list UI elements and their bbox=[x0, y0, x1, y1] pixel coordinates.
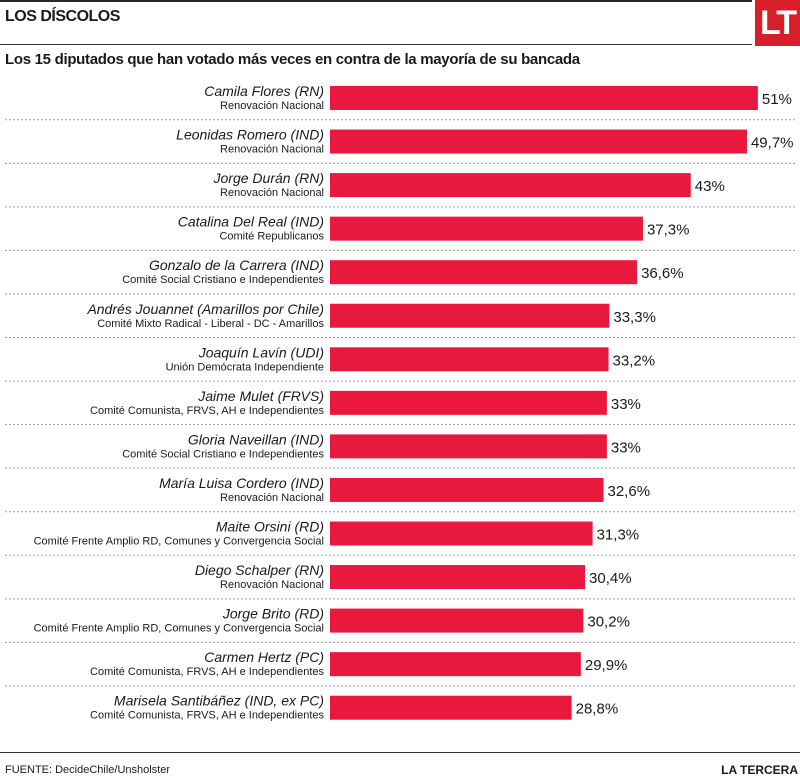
value-label: 43% bbox=[695, 178, 725, 195]
value-label: 51% bbox=[762, 91, 792, 108]
bench-label: Comité Comunista, FRVS, AH e Independien… bbox=[90, 405, 324, 417]
bar bbox=[330, 86, 758, 110]
value-label: 33,2% bbox=[613, 352, 656, 369]
deputy-name-label: Gloria Naveillan (IND) bbox=[188, 431, 324, 447]
bar-row: Gloria Naveillan (IND)Comité Social Cris… bbox=[5, 431, 795, 469]
bar bbox=[330, 173, 691, 198]
bench-label: Comité Social Cristiano e Independientes bbox=[122, 274, 324, 286]
chart-title: Los 15 diputados que han votado más vece… bbox=[5, 51, 580, 68]
deputy-name-label: Jorge Brito (RD) bbox=[222, 606, 324, 622]
brand-footer: LA TERCERA bbox=[721, 763, 798, 777]
value-label: 31,3% bbox=[597, 527, 640, 544]
bar-row: Marisela Santibáñez (IND, ex PC)Comité C… bbox=[90, 693, 618, 722]
value-label: 49,7% bbox=[751, 135, 794, 152]
value-label: 33% bbox=[611, 396, 641, 413]
deputy-name-label: Camila Flores (RN) bbox=[204, 83, 324, 99]
bar bbox=[330, 695, 572, 720]
deputy-name-label: Maite Orsini (RD) bbox=[216, 519, 324, 535]
value-label: 30,4% bbox=[589, 570, 632, 587]
bar-row: Joaquín Lavín (UDI)Unión Demócrata Indep… bbox=[5, 344, 795, 382]
bench-label: Comité Social Cristiano e Independientes bbox=[122, 448, 324, 460]
deputy-name-label: Gonzalo de la Carrera (IND) bbox=[149, 257, 324, 273]
deputy-name-label: Marisela Santibáñez (IND, ex PC) bbox=[114, 693, 324, 709]
deputy-name-label: Jorge Durán (RN) bbox=[213, 170, 324, 186]
bench-label: Unión Demócrata Independiente bbox=[166, 361, 324, 373]
bar-row: Leonidas Romero (IND)Renovación Nacional… bbox=[5, 127, 795, 164]
deputy-name-label: Diego Schalper (RN) bbox=[195, 562, 324, 578]
value-label: 29,9% bbox=[585, 657, 628, 674]
bar bbox=[330, 390, 607, 415]
value-label: 33% bbox=[611, 439, 641, 456]
bar bbox=[330, 477, 604, 502]
bar bbox=[330, 521, 593, 546]
bar bbox=[330, 434, 607, 459]
bench-label: Renovación Nacional bbox=[220, 579, 324, 591]
bar bbox=[330, 216, 643, 241]
bar bbox=[330, 347, 609, 372]
la-tercera-logo: LT bbox=[755, 0, 800, 46]
bench-label: Comité Frente Amplio RD, Comunes y Conve… bbox=[34, 623, 324, 635]
bench-label: Comité Comunista, FRVS, AH e Independien… bbox=[90, 710, 324, 722]
bench-label: Renovación Nacional bbox=[220, 492, 324, 504]
deputy-name-label: Leonidas Romero (IND) bbox=[176, 127, 324, 143]
value-label: 33,3% bbox=[613, 309, 656, 326]
deputy-name-label: Catalina Del Real (IND) bbox=[178, 214, 324, 230]
bench-label: Renovación Nacional bbox=[220, 187, 324, 199]
value-label: 32,6% bbox=[608, 483, 651, 500]
section-title: LOS DÍSCOLOS bbox=[5, 8, 120, 25]
bench-label: Renovación Nacional bbox=[220, 144, 324, 156]
deputy-name-label: María Luisa Cordero (IND) bbox=[159, 475, 324, 491]
bar-row: Jorge Durán (RN)Renovación Nacional 43% bbox=[5, 170, 795, 208]
bar bbox=[330, 260, 638, 285]
bar-row: Jaime Mulet (FRVS)Comité Comunista, FRVS… bbox=[5, 388, 795, 426]
value-label: 37,3% bbox=[647, 222, 690, 239]
bar-row: Andrés Jouannet (Amarillos por Chile)Com… bbox=[5, 301, 795, 339]
bar-row: Catalina Del Real (IND)Comité Republican… bbox=[5, 214, 795, 251]
bench-label: Comité Frente Amplio RD, Comunes y Conve… bbox=[34, 536, 324, 548]
source-note: FUENTE: DecideChile/Unsholster bbox=[5, 764, 171, 776]
bar-row: Diego Schalper (RN)Renovación Nacional 30… bbox=[5, 562, 795, 600]
value-label: 36,6% bbox=[641, 265, 684, 282]
deputy-name-label: Jaime Mulet (FRVS) bbox=[197, 388, 324, 404]
value-label: 30,2% bbox=[587, 614, 630, 631]
bar bbox=[330, 608, 584, 633]
deputy-name-label: Carmen Hertz (PC) bbox=[204, 649, 324, 665]
bar-row: Jorge Brito (RD)Comité Frente Amplio RD,… bbox=[5, 606, 795, 643]
deputy-name-label: Andrés Jouannet (Amarillos por Chile) bbox=[86, 301, 324, 317]
bench-label: Comité Republicanos bbox=[219, 231, 324, 243]
value-label: 28,8% bbox=[576, 701, 619, 718]
bar-row: Camila Flores (RN)Renovación Nacional 51% bbox=[5, 83, 795, 121]
bar-row: María Luisa Cordero (IND)Renovación Naci… bbox=[5, 475, 795, 513]
header-divider bbox=[0, 44, 752, 45]
bar-row: Maite Orsini (RD)Comité Frente Amplio RD… bbox=[5, 519, 795, 556]
footer-divider bbox=[0, 752, 800, 753]
bar bbox=[330, 303, 610, 328]
bar-row: Carmen Hertz (PC)Comité Comunista, FRVS,… bbox=[5, 649, 795, 687]
bar-row: Gonzalo de la Carrera (IND)Comité Social… bbox=[5, 257, 795, 295]
bench-label: Renovación Nacional bbox=[220, 100, 324, 112]
bar bbox=[330, 129, 747, 154]
bench-label: Comité Mixto Radical - Liberal - DC - Am… bbox=[97, 318, 324, 330]
bar bbox=[330, 652, 581, 677]
top-rule bbox=[0, 0, 752, 2]
bench-label: Comité Comunista, FRVS, AH e Independien… bbox=[90, 666, 324, 678]
bar bbox=[330, 565, 586, 590]
deputy-name-label: Joaquín Lavín (UDI) bbox=[198, 344, 324, 360]
